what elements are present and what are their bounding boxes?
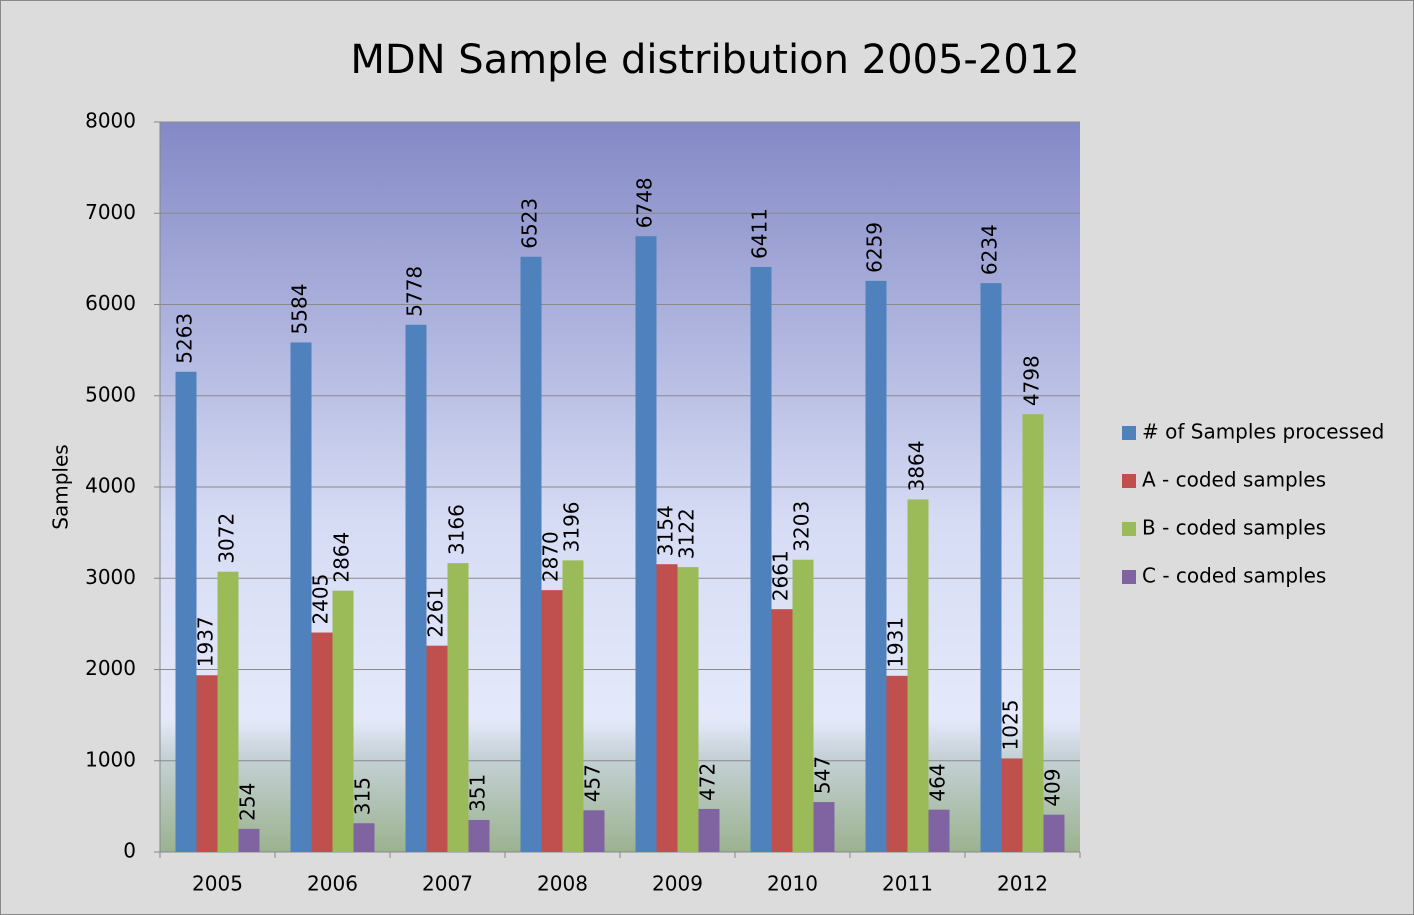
y-tick-label: 4000 <box>85 474 136 498</box>
bar <box>562 560 584 852</box>
data-label: 6411 <box>748 208 772 259</box>
y-tick-label: 1000 <box>85 747 136 771</box>
data-label: 457 <box>581 764 605 802</box>
bar <box>311 632 333 852</box>
data-label: 464 <box>926 763 950 801</box>
y-tick-label: 2000 <box>85 656 136 680</box>
data-label: 6523 <box>518 198 542 249</box>
bar <box>813 802 835 852</box>
x-tick-label: 2007 <box>422 872 473 896</box>
bar <box>583 810 605 852</box>
x-tick-label: 2005 <box>192 872 243 896</box>
bar <box>1043 814 1065 852</box>
bar <box>635 236 657 852</box>
y-tick-label: 6000 <box>85 291 136 315</box>
x-tick-label: 2009 <box>652 872 703 896</box>
y-tick-label: 5000 <box>85 382 136 406</box>
bar <box>541 590 563 852</box>
data-label: 1937 <box>194 616 218 667</box>
bar <box>238 828 260 852</box>
bar <box>290 342 312 852</box>
chart-title: MDN Sample distribution 2005-2012 <box>350 37 1079 83</box>
data-label: 254 <box>236 783 260 821</box>
bar <box>196 675 218 852</box>
data-label: 4798 <box>1020 355 1044 406</box>
legend-label: B - coded samples <box>1142 516 1326 540</box>
bar <box>468 819 490 852</box>
data-label: 2261 <box>424 587 448 638</box>
data-label: 2870 <box>539 531 563 582</box>
data-label: 3203 <box>790 501 814 552</box>
data-label: 3166 <box>445 504 469 555</box>
bar <box>907 499 929 852</box>
legend-swatch <box>1122 426 1136 440</box>
bar <box>353 823 375 852</box>
data-label: 6748 <box>633 177 657 228</box>
bar <box>750 266 772 853</box>
data-label: 2661 <box>769 550 793 601</box>
data-label: 5584 <box>288 284 312 335</box>
y-tick-label: 7000 <box>85 200 136 224</box>
x-tick-label: 2006 <box>307 872 358 896</box>
x-tick-label: 2011 <box>882 872 933 896</box>
data-label: 1931 <box>884 617 908 668</box>
data-label: 3072 <box>215 513 239 564</box>
data-label: 3196 <box>560 501 584 552</box>
y-tick-label: 0 <box>123 839 136 863</box>
data-label: 5263 <box>173 313 197 364</box>
y-tick-label: 3000 <box>85 565 136 589</box>
bar <box>1022 414 1044 852</box>
data-label: 6259 <box>863 222 887 273</box>
data-label: 351 <box>466 774 490 812</box>
data-label: 547 <box>811 756 835 794</box>
bar <box>405 324 427 852</box>
legend-label: # of Samples processed <box>1142 420 1384 444</box>
bar <box>886 675 908 852</box>
bar <box>771 609 793 852</box>
bar <box>426 645 448 852</box>
y-axis-label: Samples <box>49 444 73 529</box>
legend-swatch <box>1122 522 1136 536</box>
data-label: 3154 <box>654 505 678 556</box>
bar <box>217 571 239 852</box>
data-label: 315 <box>351 777 375 815</box>
data-label: 6234 <box>978 224 1002 275</box>
bar <box>865 280 887 853</box>
bar <box>656 564 678 852</box>
bar <box>447 563 469 852</box>
legend-label: C - coded samples <box>1142 564 1326 588</box>
y-tick-label: 8000 <box>85 109 136 133</box>
data-label: 2864 <box>330 532 354 583</box>
data-label: 3864 <box>905 441 929 492</box>
bar <box>928 809 950 852</box>
legend-swatch <box>1122 570 1136 584</box>
legend-swatch <box>1122 474 1136 488</box>
x-tick-label: 2010 <box>767 872 818 896</box>
bar <box>175 371 197 852</box>
bar <box>332 590 354 852</box>
bar <box>698 808 720 852</box>
x-tick-label: 2008 <box>537 872 588 896</box>
bar <box>980 283 1002 853</box>
data-label: 2405 <box>309 574 333 625</box>
bar <box>520 256 542 852</box>
data-label: 472 <box>696 763 720 801</box>
bar <box>1001 758 1023 852</box>
data-label: 1025 <box>999 700 1023 751</box>
x-tick-label: 2012 <box>997 872 1048 896</box>
bar <box>677 567 699 852</box>
data-label: 3122 <box>675 508 699 559</box>
data-label: 409 <box>1041 768 1065 806</box>
legend-label: A - coded samples <box>1142 468 1326 492</box>
data-label: 5778 <box>403 266 427 317</box>
bar <box>792 559 814 852</box>
